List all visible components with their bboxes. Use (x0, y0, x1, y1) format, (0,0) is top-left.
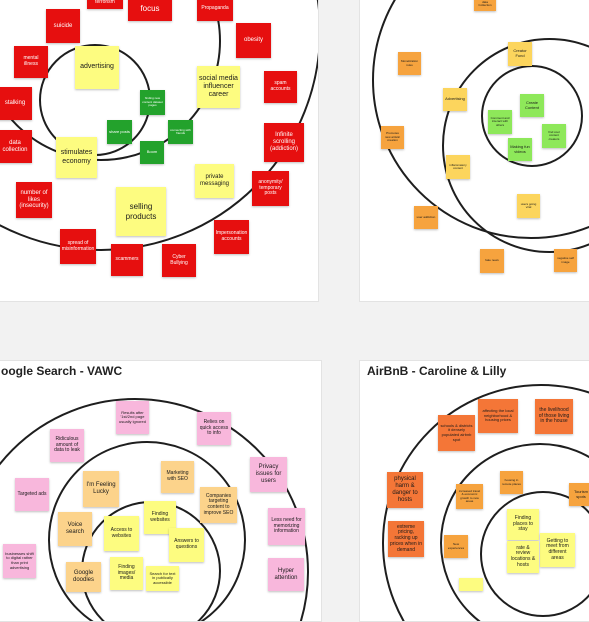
sticky-note[interactable]: Creator Fund (508, 42, 532, 66)
frame-title: oogle Search - VAWC (1, 364, 123, 378)
sticky-note[interactable]: stimulates economy (56, 137, 97, 178)
sticky-note[interactable]: Monetization rules (398, 52, 421, 75)
sticky-note[interactable]: advertising (75, 46, 119, 89)
sticky-note[interactable]: physical harm & danger to hosts (387, 472, 423, 508)
sticky-note[interactable]: Ridiculous amount of data to leak (50, 429, 84, 462)
sticky-note[interactable]: Propaganda (197, 0, 233, 21)
sticky-note[interactable]: the livelihood of those living in the ho… (535, 399, 573, 434)
board-frame-top-right[interactable] (359, 0, 589, 302)
sticky-note[interactable]: housing in remote places (500, 471, 523, 494)
frame-title: AirBnB - Caroline & Lilly (367, 364, 507, 378)
sticky-note[interactable]: Relies on quick access to info (197, 412, 231, 445)
sticky-note[interactable]: Results after '1st/2nd page usually igno… (116, 401, 149, 434)
sticky-note[interactable]: Marketing with SEO (161, 461, 194, 493)
sticky-note[interactable]: user addiction (414, 206, 438, 229)
sticky-note[interactable] (459, 578, 483, 591)
sticky-note[interactable]: Comment and interact with others (488, 110, 512, 134)
sticky-note[interactable]: Finding images/ media (110, 557, 143, 590)
sticky-note[interactable]: schools & districts it densely populated… (438, 415, 475, 451)
inner-circle (481, 65, 583, 167)
sticky-note[interactable]: finding new content dataset pages (140, 90, 165, 115)
middle-circle (48, 441, 246, 621)
sticky-note[interactable]: focus (128, 0, 172, 21)
sticky-note[interactable]: spread of misinformation (60, 229, 96, 264)
sticky-note[interactable]: Infinite scrolling (addiction) (264, 123, 304, 162)
sticky-note[interactable]: find cool content creators (542, 124, 566, 148)
sticky-note[interactable]: private messaging (195, 164, 234, 198)
sticky-note[interactable]: connecting with friends (168, 120, 193, 144)
sticky-note[interactable]: Getting to meet from different areas (540, 533, 575, 567)
sticky-note[interactable]: New experiences (444, 535, 468, 558)
sticky-note[interactable]: number of likes (insecurity) (16, 182, 52, 218)
sticky-note[interactable]: suicide (46, 9, 80, 43)
sticky-note[interactable]: stalking (0, 87, 32, 120)
sticky-note[interactable]: Answers to questions (169, 528, 204, 562)
sticky-note[interactable]: Boom (140, 141, 164, 164)
sticky-note[interactable]: Cyber Bullying (162, 244, 196, 277)
sticky-note[interactable]: I'm Feeling Lucky (83, 471, 119, 507)
sticky-note[interactable]: Targeted ads (15, 478, 49, 511)
sticky-note[interactable]: fake news (480, 249, 504, 273)
sticky-note[interactable]: affecting the local neighborhood & housi… (478, 399, 518, 433)
sticky-note[interactable]: mental illness (14, 46, 48, 78)
sticky-note[interactable]: share posts (107, 120, 132, 144)
sticky-note[interactable]: increased travel & economic growth to ne… (456, 484, 483, 509)
sticky-note[interactable]: Search for text in publically accessible (146, 566, 179, 591)
sticky-note[interactable]: users going viral (517, 194, 540, 218)
sticky-note[interactable]: spam accounts (264, 71, 297, 103)
sticky-note[interactable]: inflammatory content (446, 155, 470, 179)
sticky-note[interactable]: scammers (111, 244, 143, 276)
sticky-note[interactable]: selling products (116, 187, 166, 236)
sticky-note[interactable]: obesity (236, 23, 271, 58)
sticky-note[interactable]: Making fun videos (508, 138, 532, 161)
sticky-note[interactable]: Create Content (520, 94, 544, 117)
sticky-note[interactable]: businesses shift to digital rather than … (3, 544, 36, 578)
sticky-note[interactable]: Companies targeting content to improve S… (200, 487, 237, 523)
sticky-note[interactable]: rate & review locations & hosts (507, 541, 539, 573)
sticky-note[interactable]: extreme pricing, racking up prices when … (388, 521, 424, 557)
sticky-note[interactable]: Promotes new artistic creation (381, 126, 404, 149)
sticky-note[interactable]: Voice search (58, 512, 92, 546)
sticky-note[interactable]: Advertising (443, 88, 467, 111)
sticky-note[interactable]: Hyper attention (268, 558, 304, 591)
sticky-note[interactable]: social media influencer career (197, 66, 240, 108)
sticky-note[interactable]: Access to websites (104, 516, 139, 551)
sticky-note[interactable]: anonymity/ temporary posts (252, 171, 289, 206)
sticky-note[interactable]: Tourism spots (569, 483, 589, 506)
sticky-note[interactable]: Google doodles (66, 562, 101, 592)
sticky-note[interactable]: data collection (0, 130, 32, 163)
sticky-note[interactable]: data Collection (474, 0, 496, 11)
sticky-note[interactable]: Less need for memorizing information (268, 508, 305, 545)
sticky-note[interactable]: Impersonation accounts (214, 220, 249, 254)
sticky-note[interactable]: terrorism (87, 0, 123, 9)
sticky-note[interactable]: negative self image (554, 249, 577, 272)
sticky-note[interactable]: Privacy issues for users (250, 457, 287, 492)
sticky-note[interactable]: Finding places to stay (507, 509, 539, 540)
